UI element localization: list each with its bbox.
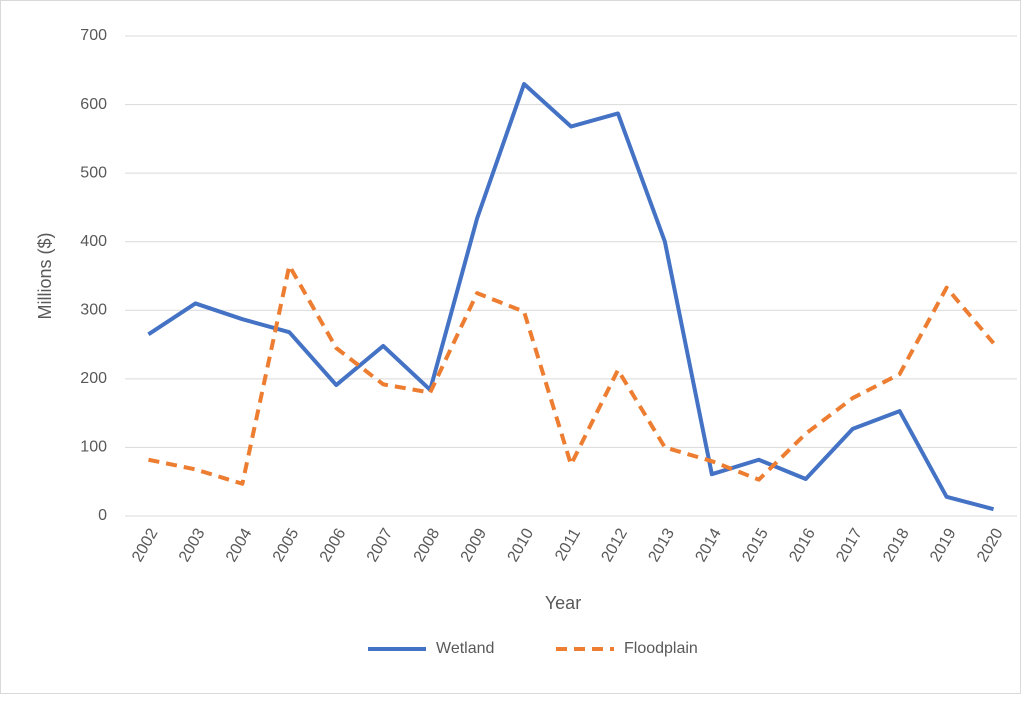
data-line: [148, 263, 996, 486]
y-tick-label: 500: [80, 164, 107, 181]
y-tick-label: 200: [80, 370, 107, 387]
y-tick-label: 0: [98, 507, 107, 524]
y-tick-label: 600: [80, 96, 107, 113]
data-line: [147, 82, 995, 512]
y-tick-label: 100: [80, 439, 107, 456]
chart-border: [0, 0, 1021, 694]
x-axis-title: Year: [545, 593, 581, 613]
legend-label: Wetland: [436, 640, 494, 657]
y-tick-label: 300: [80, 302, 107, 319]
y-tick-label: 400: [80, 233, 107, 250]
y-tick-label: 700: [80, 27, 107, 44]
legend-label: Floodplain: [624, 640, 698, 657]
y-axis-title: Millions ($): [35, 232, 55, 319]
